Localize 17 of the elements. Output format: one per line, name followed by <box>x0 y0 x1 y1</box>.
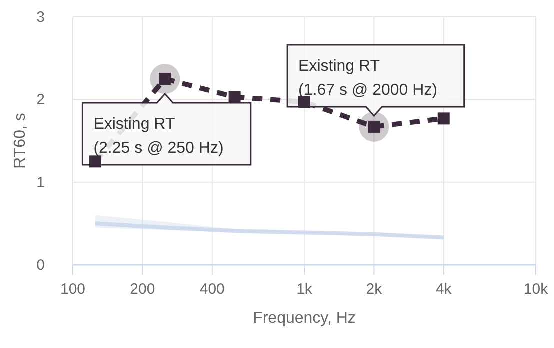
x-tick-label: 400 <box>200 281 225 298</box>
y-tick-label: 1 <box>36 174 45 192</box>
x-tick-label: 1k <box>296 281 313 298</box>
y-tick-label: 3 <box>36 9 45 26</box>
x-tick-label: 200 <box>130 281 156 298</box>
y-axis-title: RT60, s <box>12 113 29 169</box>
x-tick-label: 10k <box>524 281 549 298</box>
tooltip-callout: Existing RT (2.25 s @ 250 Hz) <box>82 92 252 166</box>
x-tick-label: 100 <box>60 281 86 298</box>
annotation: Existing RT (1.67 s @ 2000 Hz) <box>298 58 438 99</box>
x-tick-label: 4k <box>436 281 452 298</box>
x-axis-title: Frequency, Hz <box>253 310 356 327</box>
tooltip-callout: Existing RT (1.67 s @ 2000 Hz) <box>286 44 466 118</box>
annotation: Existing RT (2.25 s @ 250 Hz) <box>94 116 224 157</box>
y-tick-label: 0 <box>36 257 45 274</box>
y-tick-label: 2 <box>36 92 45 109</box>
x-tick-label: 2k <box>366 281 383 298</box>
